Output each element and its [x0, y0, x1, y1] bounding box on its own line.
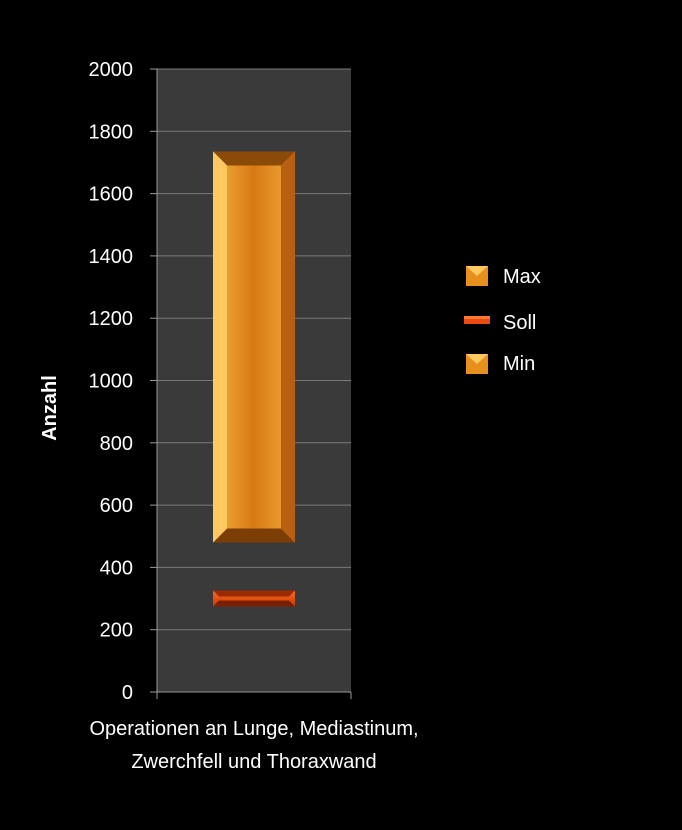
- y-tick-label: 800: [100, 433, 133, 455]
- range-bar-right-bevel: [281, 151, 295, 543]
- y-tick-label: 200: [100, 620, 133, 642]
- axes: [150, 68, 352, 699]
- legend-item-min: Min: [466, 353, 535, 375]
- range-bar-top-bevel: [213, 151, 295, 166]
- y-tick-label: 1800: [89, 121, 134, 143]
- category-label-line-2: Zwerchfell und Thoraxwand: [131, 751, 376, 773]
- range-bar-bottom-bevel: [213, 528, 295, 543]
- y-tick-label: 1600: [89, 184, 134, 206]
- legend-label-soll: Soll: [503, 312, 536, 334]
- legend-label-max: Max: [503, 266, 541, 288]
- legend-swatch-max-icon: [466, 266, 488, 286]
- legend-item-max: Max: [466, 266, 541, 288]
- y-tick-label: 1200: [89, 308, 134, 330]
- bars: [213, 151, 295, 607]
- legend-swatch-min-icon: [466, 354, 488, 374]
- y-tick-label: 600: [100, 495, 133, 517]
- legend-swatch-soll-icon: [464, 316, 490, 324]
- y-tick-label: 1400: [89, 246, 134, 268]
- soll-marker: [213, 590, 295, 607]
- y-tick-label: 1000: [89, 371, 134, 393]
- range-bar-max-min: [213, 151, 295, 543]
- y-tick-labels: 0 200 400 600 800 1000 1200 1400 1600 1800 2000: [89, 59, 134, 704]
- soll-bar-bottom-bevel: [213, 600, 295, 607]
- legend-label-min: Min: [503, 353, 535, 375]
- soll-bar-top-bevel: [213, 590, 295, 597]
- legend-item-soll: Soll: [464, 312, 536, 334]
- legend: Max Soll Min: [464, 266, 541, 375]
- y-tick-label: 0: [122, 682, 133, 704]
- range-bar-left-bevel: [213, 151, 227, 543]
- y-tick-label: 400: [100, 557, 133, 579]
- y-tick-label: 2000: [89, 59, 134, 81]
- y-axis-title: Anzahl: [39, 375, 61, 441]
- category-label-line-1: Operationen an Lunge, Mediastinum,: [89, 718, 418, 740]
